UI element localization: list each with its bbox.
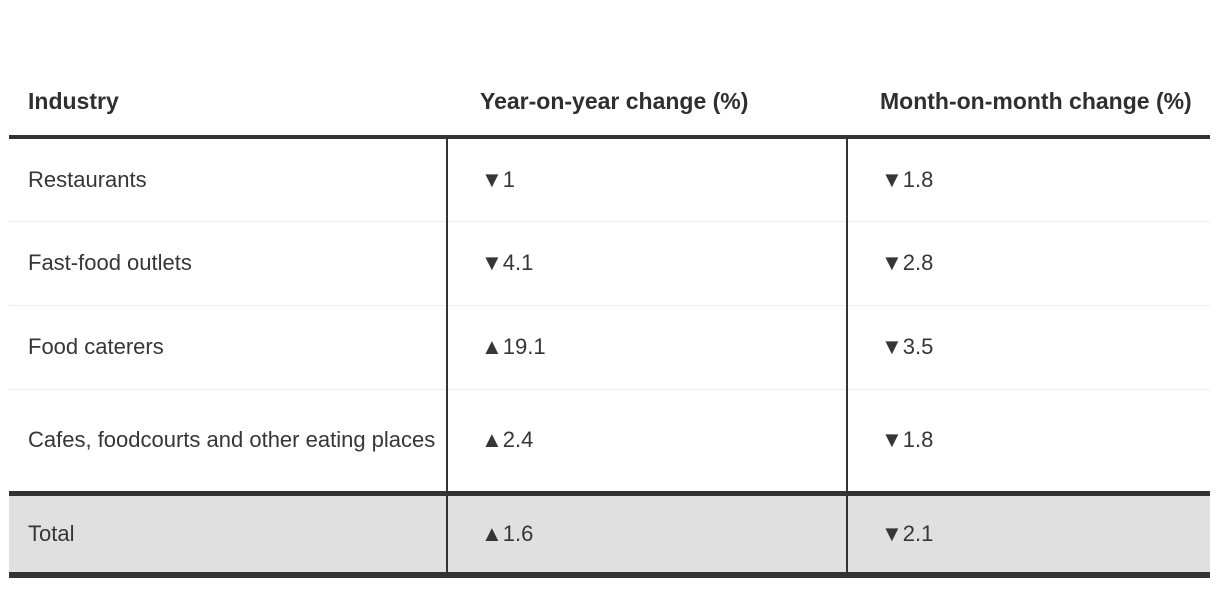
industry-change-table: Industry Year-on-year change (%) Month-o…: [9, 0, 1210, 578]
change-value: ▼1: [481, 166, 516, 192]
table-row-food-caterers: Food caterers ▲19.1 ▼3.5: [9, 304, 1210, 389]
mom-value-cell: ▼3.5: [846, 304, 1210, 389]
change-value: ▼2.1: [881, 520, 934, 546]
column-header-industry: Industry: [9, 0, 447, 139]
table-row-cafes-foodcourts: Cafes, foodcourts and other eating place…: [9, 388, 1210, 493]
change-value: ▼1.8: [881, 166, 934, 192]
mom-value-cell: ▼1.8: [846, 388, 1210, 493]
change-value: ▼4.1: [481, 250, 534, 275]
yoy-value-cell: ▼4.1: [446, 220, 847, 305]
total-label-cell: Total: [9, 490, 447, 578]
industry-cell: Fast-food outlets: [9, 220, 447, 305]
change-value: ▲19.1: [481, 334, 546, 359]
column-header-yoy-change: Year-on-year change (%): [447, 0, 847, 139]
table-header: Industry Year-on-year change (%) Month-o…: [9, 0, 1210, 139]
change-value: ▼3.5: [881, 334, 934, 359]
mom-value-cell: ▼1.8: [846, 137, 1210, 221]
yoy-value-cell: ▲19.1: [446, 304, 847, 389]
yoy-value-cell: ▼1: [446, 137, 847, 221]
change-value: ▼1.8: [881, 427, 934, 452]
table-row-total: Total ▲1.6 ▼2.1: [9, 490, 1210, 578]
change-value: ▲2.4: [481, 427, 534, 452]
change-value: ▲1.6: [481, 520, 534, 546]
industry-cell: Cafes, foodcourts and other eating place…: [9, 388, 447, 493]
industry-cell: Restaurants: [28, 166, 147, 192]
table-row-restaurants: Restaurants ▼1 ▼1.8: [9, 137, 1210, 221]
table-body: Restaurants ▼1 ▼1.8 Fast-food outlets ▼4…: [9, 137, 1210, 578]
change-value: ▼2.8: [881, 250, 934, 275]
total-yoy-value-cell: ▲1.6: [446, 490, 847, 578]
total-mom-value-cell: ▼2.1: [846, 490, 1210, 578]
table-row-fast-food-outlets: Fast-food outlets ▼4.1 ▼2.8: [9, 220, 1210, 305]
mom-value-cell: ▼2.8: [846, 220, 1210, 305]
header-row: Industry Year-on-year change (%) Month-o…: [9, 0, 1210, 139]
industry-cell: Food caterers: [9, 304, 447, 389]
column-header-mom-change: Month-on-month change (%): [847, 0, 1210, 139]
yoy-value-cell: ▲2.4: [446, 388, 847, 493]
